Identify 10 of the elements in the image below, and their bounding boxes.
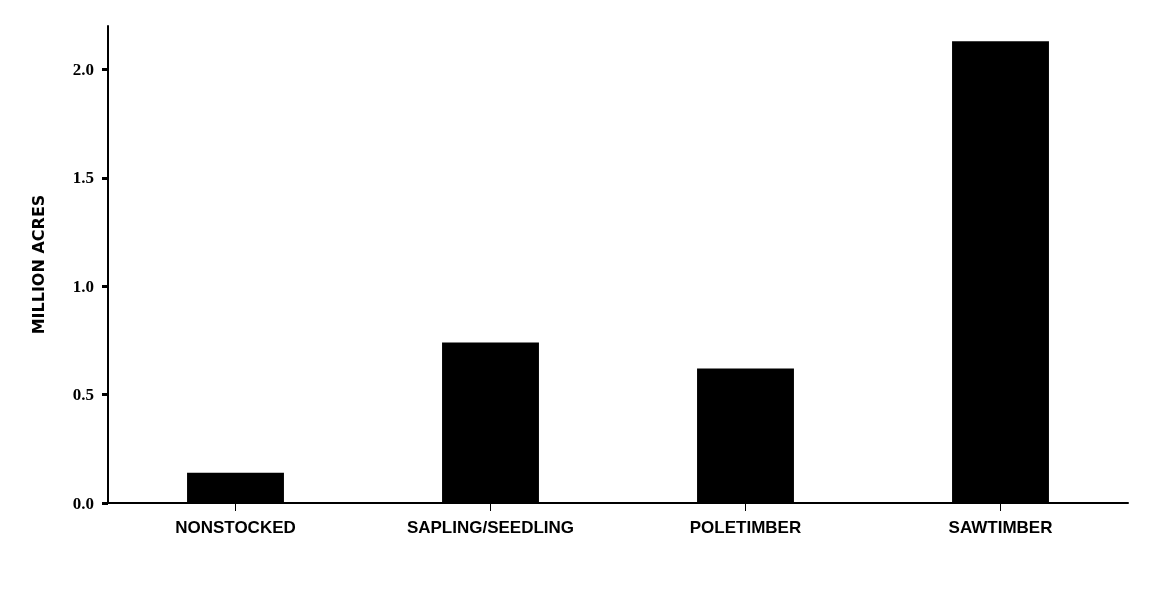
x-tick-label: SAWTIMBER: [948, 518, 1053, 537]
x-tick-label: POLETIMBER: [689, 518, 802, 537]
y-tick-label: 0.0: [72, 493, 94, 513]
y-tick-label: 2.0: [72, 59, 94, 79]
y-axis-title: MILLION ACRES: [28, 194, 48, 335]
x-tick-label: SAPLING/SEEDLING: [406, 518, 575, 537]
y-tick-label: 1.5: [72, 168, 94, 188]
y-tick-label: 0.5: [72, 385, 94, 405]
y-tick-label: 1.0: [72, 276, 94, 296]
x-tick-label: NONSTOCKED: [175, 518, 296, 537]
